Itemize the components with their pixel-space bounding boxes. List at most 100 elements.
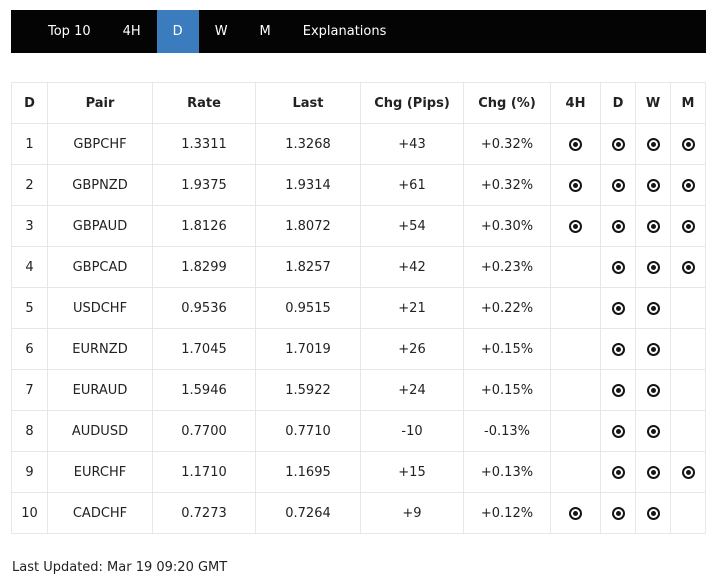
column-header-pair: Pair: [47, 82, 153, 124]
cell-last: 1.8257: [255, 246, 361, 288]
cell-chg-pct: +0.15%: [463, 369, 551, 411]
chart-target-icon[interactable]: [646, 383, 660, 397]
chart-target-icon[interactable]: [646, 137, 660, 151]
cell-chg-pct: +0.22%: [463, 287, 551, 329]
chart-target-icon[interactable]: [681, 465, 695, 479]
cell-chg-pips: +15: [360, 451, 464, 493]
chart-target-icon[interactable]: [646, 342, 660, 356]
cell-icon-m: [670, 369, 706, 411]
cell-rank: 4: [11, 246, 48, 288]
cell-rate: 1.1710: [152, 451, 256, 493]
cell-icon-w: [635, 205, 671, 247]
chart-target-icon[interactable]: [569, 506, 582, 520]
table-row: 1 GBPCHF 1.3311 1.3268 +43 +0.32%: [11, 123, 706, 165]
chart-target-icon[interactable]: [611, 178, 625, 192]
cell-icon-w: [635, 246, 671, 288]
cell-last: 1.5922: [255, 369, 361, 411]
nav-item-top-10[interactable]: Top 10: [48, 24, 91, 39]
cell-pair: USDCHF: [47, 287, 153, 329]
chart-target-icon[interactable]: [646, 506, 660, 520]
cell-icon-m: [670, 246, 706, 288]
cell-icon-w: [635, 287, 671, 329]
cell-pair: GBPAUD: [47, 205, 153, 247]
cell-last: 1.8072: [255, 205, 361, 247]
cell-chg-pips: +26: [360, 328, 464, 370]
chart-target-icon[interactable]: [681, 260, 695, 274]
cell-icon-m: [670, 123, 706, 165]
cell-rate: 1.9375: [152, 164, 256, 206]
chart-target-icon[interactable]: [611, 424, 625, 438]
last-updated-text: Last Updated: Mar 19 09:20 GMT: [12, 560, 228, 575]
cell-rate: 1.5946: [152, 369, 256, 411]
cell-icon-m: [670, 205, 706, 247]
cell-last: 0.7264: [255, 492, 361, 534]
cell-rate: 0.7700: [152, 410, 256, 452]
column-header-chg-pips: Chg (Pips): [360, 82, 464, 124]
table-body: 1 GBPCHF 1.3311 1.3268 +43 +0.32% 2 GBPNZD 1.937…: [11, 123, 706, 534]
chart-target-icon[interactable]: [681, 137, 695, 151]
chart-target-icon[interactable]: [646, 178, 660, 192]
cell-rate: 1.8126: [152, 205, 256, 247]
chart-target-icon[interactable]: [611, 137, 625, 151]
cell-rate: 1.8299: [152, 246, 256, 288]
table-row: 3 GBPAUD 1.8126 1.8072 +54 +0.30%: [11, 205, 706, 247]
cell-chg-pips: +43: [360, 123, 464, 165]
chart-target-icon[interactable]: [611, 506, 625, 520]
cell-icon-w: [635, 410, 671, 452]
chart-target-icon[interactable]: [646, 301, 660, 315]
cell-pair: EURNZD: [47, 328, 153, 370]
cell-icon-h4: [550, 123, 601, 165]
chart-target-icon[interactable]: [681, 178, 695, 192]
cell-pair: EURAUD: [47, 369, 153, 411]
chart-target-icon[interactable]: [646, 219, 660, 233]
cell-rate: 1.3311: [152, 123, 256, 165]
chart-target-icon[interactable]: [569, 178, 582, 192]
cell-rank: 9: [11, 451, 48, 493]
cell-chg-pips: +9: [360, 492, 464, 534]
table-row: 7 EURAUD 1.5946 1.5922 +24 +0.15%: [11, 369, 706, 411]
cell-icon-d: [600, 205, 636, 247]
chart-target-icon[interactable]: [681, 219, 695, 233]
cell-last: 1.1695: [255, 451, 361, 493]
nav-item-d[interactable]: D: [156, 10, 199, 53]
chart-target-icon[interactable]: [646, 424, 660, 438]
cell-chg-pct: +0.12%: [463, 492, 551, 534]
cell-chg-pct: +0.30%: [463, 205, 551, 247]
cell-icon-h4: [550, 246, 601, 288]
nav-item-m[interactable]: M: [259, 24, 271, 39]
chart-target-icon[interactable]: [611, 260, 625, 274]
table-row: 4 GBPCAD 1.8299 1.8257 +42 +0.23%: [11, 246, 706, 288]
cell-chg-pips: +42: [360, 246, 464, 288]
nav-item-4h[interactable]: 4H: [122, 24, 141, 39]
nav-item-explanations[interactable]: Explanations: [302, 24, 387, 39]
cell-chg-pips: -10: [360, 410, 464, 452]
cell-rank: 1: [11, 123, 48, 165]
chart-target-icon[interactable]: [646, 465, 660, 479]
chart-target-icon[interactable]: [611, 465, 625, 479]
chart-target-icon[interactable]: [611, 301, 625, 315]
chart-target-icon[interactable]: [611, 219, 625, 233]
chart-target-icon[interactable]: [646, 260, 660, 274]
cell-icon-h4: [550, 410, 601, 452]
cell-pair: CADCHF: [47, 492, 153, 534]
cell-icon-d: [600, 287, 636, 329]
cell-chg-pips: +61: [360, 164, 464, 206]
chart-target-icon[interactable]: [611, 342, 625, 356]
column-header-chg-pct: Chg (%): [463, 82, 551, 124]
nav-item-w[interactable]: W: [214, 24, 228, 39]
chart-target-icon[interactable]: [569, 137, 582, 151]
cell-pair: AUDUSD: [47, 410, 153, 452]
column-header-last: Last: [255, 82, 361, 124]
table-row: 8 AUDUSD 0.7700 0.7710 -10 -0.13%: [11, 410, 706, 452]
cell-rank: 6: [11, 328, 48, 370]
cell-icon-h4: [550, 287, 601, 329]
cell-icon-m: [670, 410, 706, 452]
cell-chg-pct: +0.23%: [463, 246, 551, 288]
cell-last: 1.3268: [255, 123, 361, 165]
chart-target-icon[interactable]: [611, 383, 625, 397]
cell-icon-m: [670, 451, 706, 493]
table-row: 2 GBPNZD 1.9375 1.9314 +61 +0.32%: [11, 164, 706, 206]
chart-target-icon[interactable]: [569, 219, 582, 233]
top-nav: Top 10 4H D W M Explanations: [11, 10, 706, 53]
cell-icon-d: [600, 369, 636, 411]
